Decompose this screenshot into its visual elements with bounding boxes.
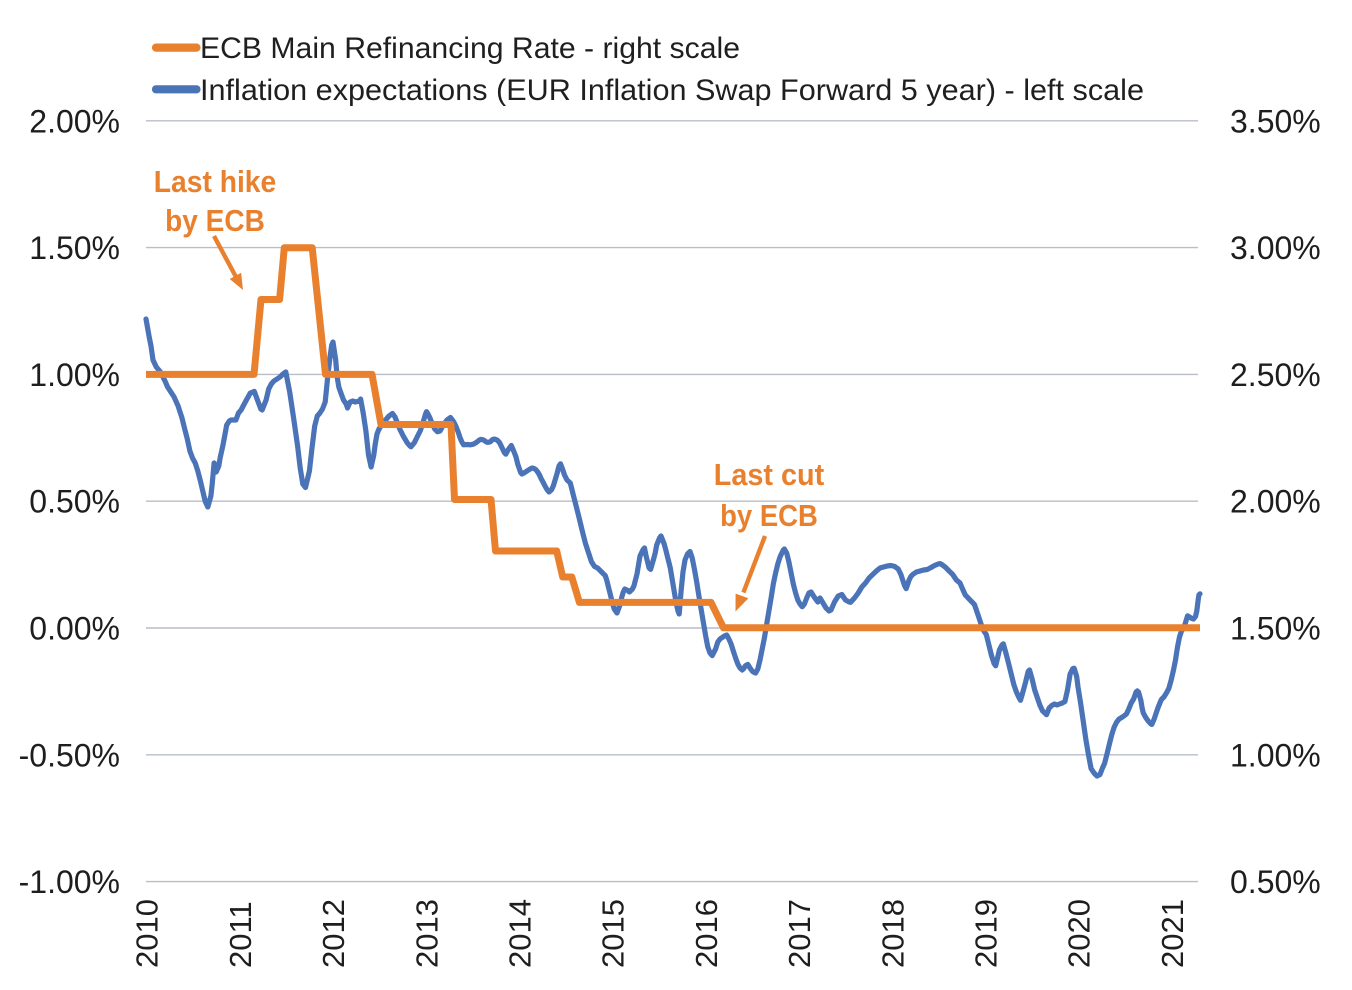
svg-text:0.00%: 0.00%: [29, 611, 120, 647]
svg-text:Inflation expectations (EUR In: Inflation expectations (EUR Inflation Sw…: [200, 74, 1144, 107]
svg-text:by ECB: by ECB: [165, 203, 265, 238]
svg-text:-1.00%: -1.00%: [19, 864, 120, 900]
svg-text:1.00%: 1.00%: [1230, 737, 1321, 773]
svg-text:2.00%: 2.00%: [29, 103, 120, 139]
svg-text:2.50%: 2.50%: [1230, 357, 1321, 393]
svg-text:2013: 2013: [409, 899, 444, 968]
svg-text:2017: 2017: [782, 899, 817, 968]
svg-text:2020: 2020: [1062, 899, 1097, 968]
svg-text:0.50%: 0.50%: [1230, 864, 1321, 900]
svg-text:2011: 2011: [223, 901, 258, 968]
svg-text:0.50%: 0.50%: [29, 484, 120, 520]
svg-text:1.00%: 1.00%: [29, 357, 120, 393]
svg-text:ECB Main Refinancing Rate - ri: ECB Main Refinancing Rate - right scale: [200, 32, 740, 65]
svg-text:1.50%: 1.50%: [1230, 611, 1321, 647]
svg-text:by ECB: by ECB: [720, 498, 818, 533]
svg-text:2019: 2019: [968, 899, 1003, 968]
svg-text:Last cut: Last cut: [714, 457, 825, 492]
svg-text:1.50%: 1.50%: [29, 230, 120, 266]
svg-text:2015: 2015: [596, 899, 631, 968]
svg-text:-0.50%: -0.50%: [19, 737, 120, 773]
svg-text:2014: 2014: [502, 899, 537, 968]
svg-text:2010: 2010: [130, 899, 165, 968]
svg-text:2021: 2021: [1155, 899, 1190, 968]
svg-text:3.50%: 3.50%: [1230, 103, 1321, 139]
svg-text:Last hike: Last hike: [154, 164, 276, 199]
svg-text:2012: 2012: [316, 899, 351, 968]
svg-text:2018: 2018: [875, 899, 910, 968]
svg-text:2.00%: 2.00%: [1230, 484, 1321, 520]
svg-text:3.00%: 3.00%: [1230, 230, 1321, 266]
svg-text:2016: 2016: [689, 899, 724, 968]
